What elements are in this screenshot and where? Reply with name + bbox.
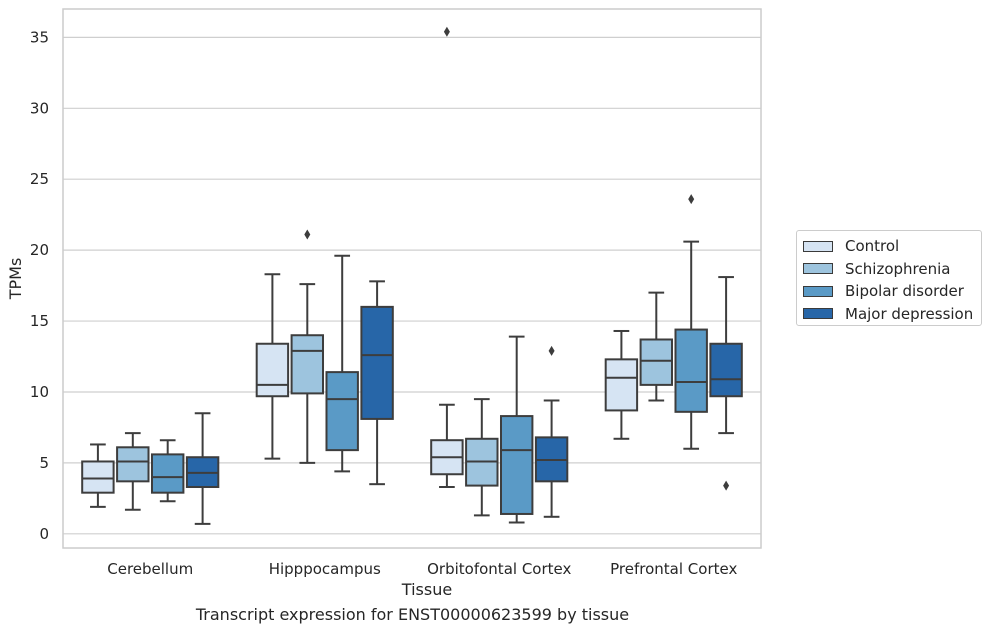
box	[709, 342, 743, 398]
box	[290, 334, 325, 395]
box	[674, 328, 708, 413]
x-tick-label: Hipppocampus	[269, 560, 381, 578]
legend-label-bipolar-disorder: Bipolar disorder	[845, 282, 964, 301]
box	[360, 305, 394, 420]
y-tick-label: 35	[30, 28, 49, 46]
legend-item-major-depression: Major depression	[803, 303, 981, 326]
y-tick-label: 5	[39, 454, 49, 472]
legend-label-control: Control	[845, 237, 900, 256]
plot-frame	[62, 8, 762, 549]
y-axis-label: TPMs	[6, 258, 25, 301]
box	[639, 338, 674, 386]
outlier-point	[548, 345, 555, 356]
x-axis-label: Tissue	[401, 580, 452, 599]
y-tick-label: 20	[30, 241, 49, 259]
legend-item-control: Control	[803, 235, 981, 258]
box	[499, 415, 534, 515]
outlier-point	[443, 26, 450, 37]
figure-caption: Transcript expression for ENST0000062359…	[195, 605, 630, 624]
box	[150, 453, 185, 494]
outlier-point	[723, 480, 730, 491]
legend-swatch-control	[803, 240, 833, 252]
box	[255, 342, 290, 398]
legend-swatch-major-depression	[803, 308, 833, 320]
box	[325, 371, 359, 452]
box	[604, 358, 639, 412]
x-tick-label: Orbitofontal Cortex	[427, 560, 571, 578]
legend: Control Schizophrenia Bipolar disorder M…	[796, 230, 982, 326]
y-tick-label: 10	[30, 383, 49, 401]
y-tick-label: 30	[30, 99, 49, 117]
legend-item-schizophrenia: Schizophrenia	[803, 258, 981, 281]
outlier-point	[688, 194, 695, 205]
legend-item-bipolar-disorder: Bipolar disorder	[803, 280, 981, 303]
y-tick-label: 15	[30, 312, 49, 330]
box	[116, 446, 150, 483]
legend-label-major-depression: Major depression	[845, 304, 974, 323]
legend-swatch-schizophrenia	[803, 263, 833, 275]
x-tick-label: Cerebellum	[107, 560, 193, 578]
legend-label-schizophrenia: Schizophrenia	[845, 259, 951, 278]
box	[81, 460, 115, 494]
legend-swatch-bipolar-disorder	[803, 285, 833, 297]
y-tick-label: 0	[39, 525, 49, 543]
x-tick-label: Prefrontal Cortex	[610, 560, 737, 578]
outlier-point	[304, 229, 311, 240]
y-tick-label: 25	[30, 170, 49, 188]
